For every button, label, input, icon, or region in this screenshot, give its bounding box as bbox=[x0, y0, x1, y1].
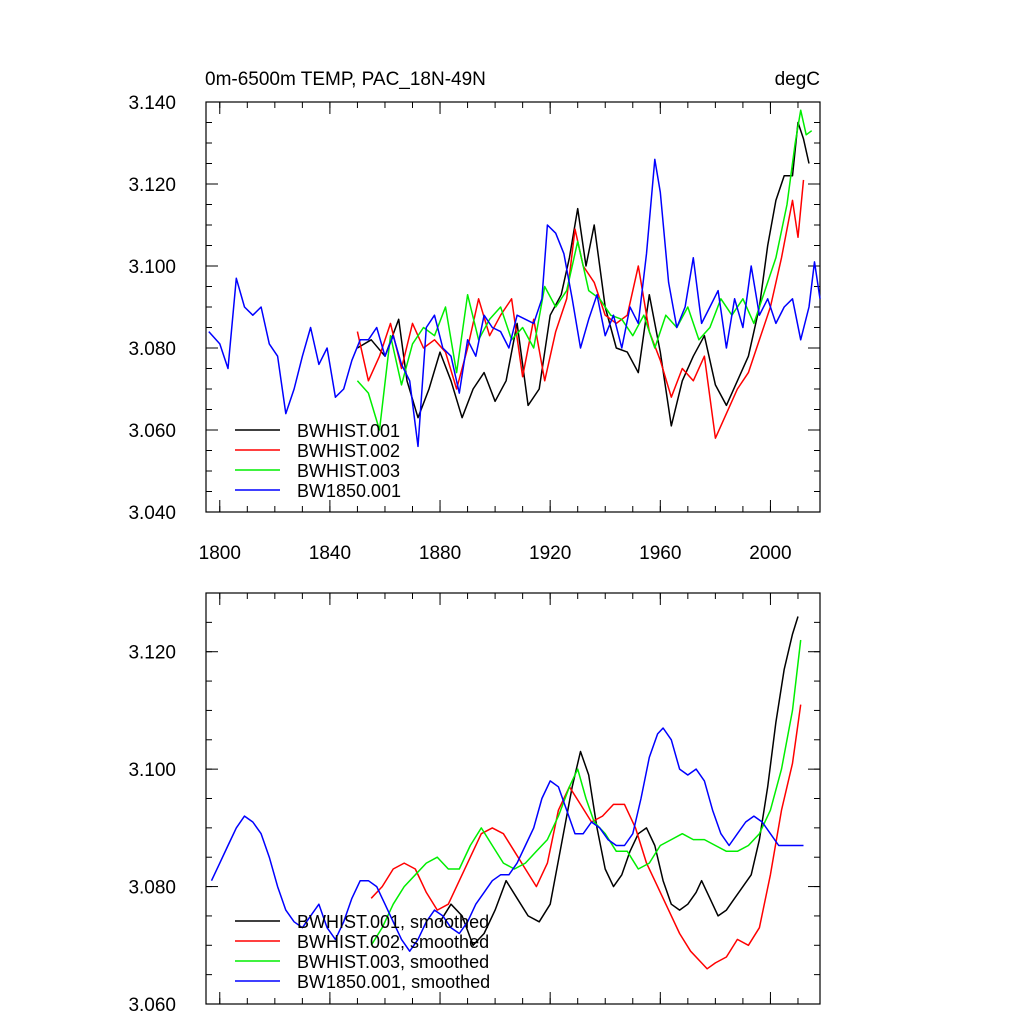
legend-label: BWHIST.002, smoothed bbox=[297, 932, 489, 952]
series-line bbox=[439, 616, 799, 947]
legend-label: BWHIST.003, smoothed bbox=[297, 952, 489, 972]
y-tick-label: 3.120 bbox=[128, 643, 176, 664]
axis-ticks: 3.060 3.080 3.100 3.120 bbox=[128, 592, 820, 1016]
y-tick-label: 3.040 bbox=[128, 503, 176, 524]
series-line bbox=[356, 109, 813, 431]
x-tick-label: 1960 bbox=[639, 543, 681, 564]
series-lines bbox=[208, 109, 821, 448]
y-tick-label: 3.140 bbox=[128, 93, 176, 114]
series-lines bbox=[210, 616, 804, 970]
series-line bbox=[208, 158, 821, 448]
top-panel: 0m-6500m TEMP, PAC_18N-49N degC 3.0403.0… bbox=[128, 69, 821, 564]
chart-title: 0m-6500m TEMP, PAC_18N-49N bbox=[205, 69, 486, 90]
y-tick-label: 3.120 bbox=[128, 175, 176, 196]
y-tick-label: 3.080 bbox=[128, 339, 176, 360]
x-tick-label: 1800 bbox=[199, 543, 241, 564]
legend-label: BWHIST.003 bbox=[297, 461, 400, 481]
y-tick-label: 3.100 bbox=[128, 257, 176, 278]
y-tick-label: 3.060 bbox=[128, 421, 176, 442]
legend-label: BWHIST.002 bbox=[297, 441, 400, 461]
bottom-panel: 3.060 3.080 3.100 3.120 BWHIST.001, smoothe… bbox=[128, 592, 821, 1016]
x-tick-label: 1880 bbox=[419, 543, 461, 564]
series-line bbox=[210, 727, 804, 952]
x-tick-label: 2000 bbox=[749, 543, 791, 564]
legend-label: BWHIST.001, smoothed bbox=[297, 912, 489, 932]
x-tick-label: 1840 bbox=[309, 543, 351, 564]
legend-label: BW1850.001 bbox=[297, 481, 401, 501]
y-tick-label: 3.060 bbox=[128, 995, 176, 1016]
series-line bbox=[357, 121, 810, 427]
x-tick-label: 1920 bbox=[529, 543, 571, 564]
y-tick-label: 3.080 bbox=[128, 878, 176, 899]
axis-ticks: 3.040 3.060 3.080 3.100 3.120 3.140 1800 1840 18… bbox=[128, 93, 820, 564]
legend-label: BWHIST.001 bbox=[297, 421, 400, 441]
series-line bbox=[370, 639, 802, 946]
legend-label: BW1850.001, smoothed bbox=[297, 972, 490, 992]
units-label: degC bbox=[775, 69, 820, 90]
y-tick-label: 3.100 bbox=[128, 760, 176, 781]
